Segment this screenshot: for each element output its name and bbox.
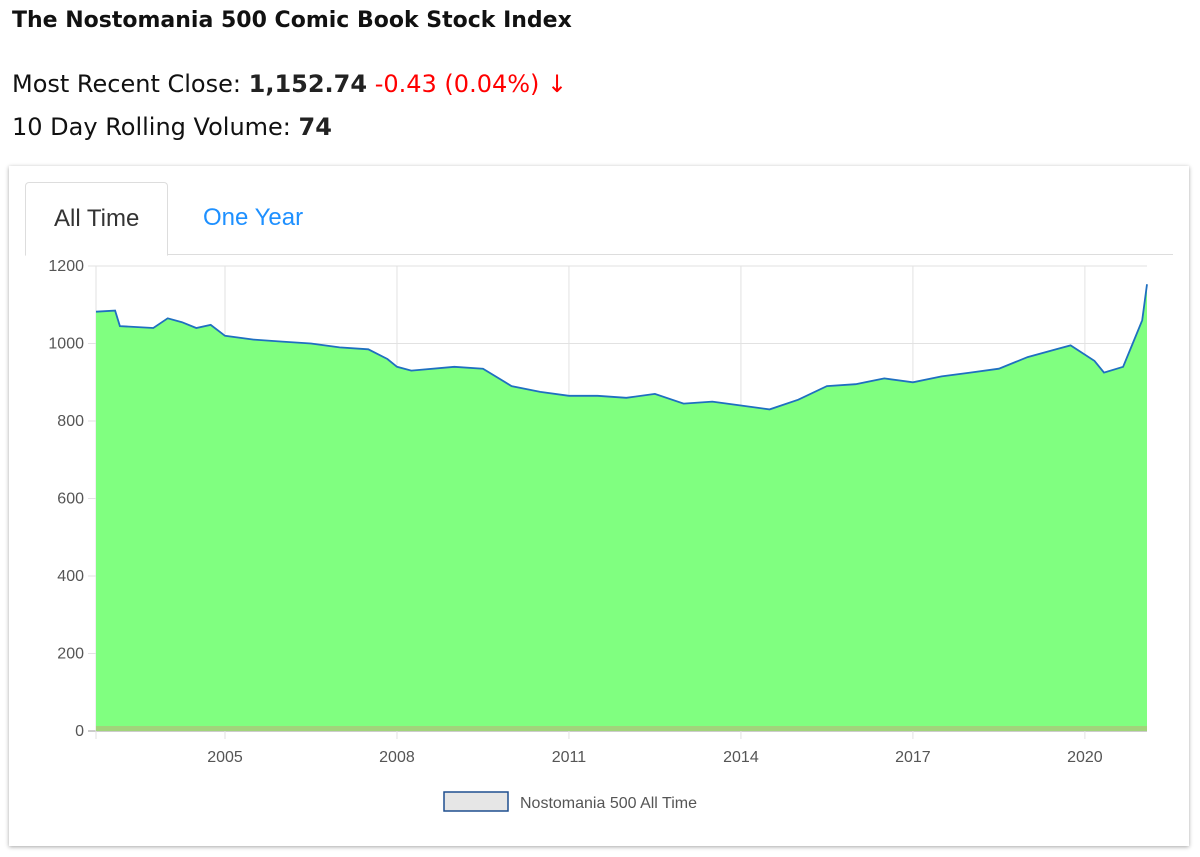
volume-value: 74: [298, 113, 332, 141]
legend-label: Nostomania 500 All Time: [520, 795, 697, 812]
y-tick-label: 600: [57, 491, 84, 508]
x-tick-label: 2011: [552, 749, 587, 766]
y-tick-label: 1200: [48, 258, 84, 275]
tab-bar: All Time One Year: [25, 182, 1173, 256]
series-line: [95, 284, 1148, 411]
rolling-volume: 10 Day Rolling Volume: 74: [12, 113, 332, 141]
tab-all-time[interactable]: All Time: [25, 182, 169, 256]
page-title: The Nostomania 500 Comic Book Stock Inde…: [12, 8, 572, 33]
y-tick-label: 200: [57, 646, 84, 663]
chart-card: All Time One Year 0 200 400 600 800 1000 1200 2…: [9, 166, 1189, 846]
close-label: Most Recent Close:: [12, 70, 241, 98]
x-tick-label: 2020: [1067, 749, 1103, 766]
x-tick-label: 2005: [207, 749, 243, 766]
most-recent-close: Most Recent Close: 1,152.74 -0.43 (0.04%…: [12, 70, 567, 98]
tab-one-year[interactable]: One Year: [203, 204, 304, 231]
legend-swatch: [443, 791, 509, 812]
close-change: -0.43 (0.04%) ↓: [374, 70, 568, 98]
x-tick-label: 2014: [723, 749, 759, 766]
y-tick-label: 800: [57, 413, 84, 430]
x-tick-label: 2017: [895, 749, 931, 766]
y-tick-label: 1000: [48, 336, 84, 353]
volume-label: 10 Day Rolling Volume:: [12, 113, 291, 141]
baseline-band: [96, 726, 1147, 731]
y-tick-label: 0: [75, 723, 84, 740]
close-value: 1,152.74: [248, 70, 368, 98]
y-tick-label: 400: [57, 568, 84, 585]
x-tick-label: 2008: [379, 749, 415, 766]
area-fill: [96, 284, 1147, 731]
area-chart: 0 200 400 600 800 1000 1200 2005 2008 2011 2014 201…: [48, 258, 1148, 812]
